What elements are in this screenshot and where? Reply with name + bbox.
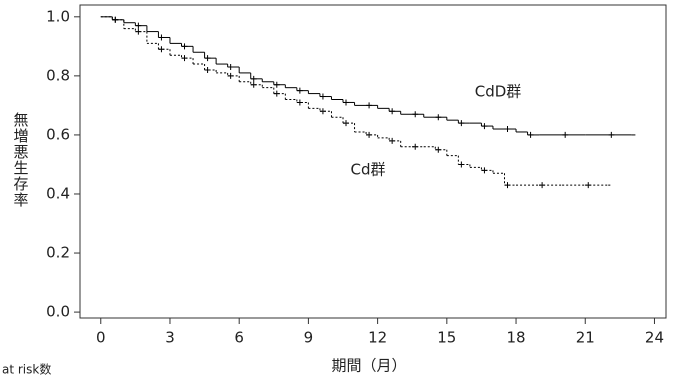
- x-tick-label: 9: [304, 329, 314, 347]
- censor-mark: [135, 22, 142, 29]
- y-tick-label: 0.2: [46, 244, 70, 262]
- x-tick-label: 21: [576, 329, 595, 347]
- censor-mark: [319, 93, 326, 100]
- y-tick-label: 0.4: [46, 184, 70, 202]
- censor-mark: [296, 87, 303, 94]
- censor-mark: [343, 99, 350, 106]
- y-tick-label: 0.8: [46, 66, 70, 84]
- censor-mark: [319, 108, 326, 115]
- censor-mark: [585, 182, 592, 189]
- censor-mark: [343, 120, 350, 127]
- y-tick-label: 0.6: [46, 125, 70, 143]
- censor-mark: [527, 131, 534, 138]
- censor-mark: [296, 99, 303, 106]
- censor-mark: [158, 34, 165, 41]
- censor-mark: [227, 72, 234, 79]
- censor-mark: [504, 182, 511, 189]
- x-tick-label: 6: [234, 329, 244, 347]
- censor-mark: [481, 123, 488, 130]
- censor-mark: [273, 90, 280, 97]
- censor-mark: [458, 120, 465, 127]
- annotation: CdD群: [475, 83, 522, 101]
- censor-mark: [389, 137, 396, 144]
- y-tick-label: 1.0: [46, 7, 70, 25]
- censor-mark: [181, 43, 188, 50]
- censor-mark: [481, 167, 488, 174]
- x-tick-label: 3: [165, 329, 175, 347]
- censor-mark: [112, 16, 119, 23]
- censor-mark: [435, 146, 442, 153]
- plot-frame: [79, 4, 667, 319]
- censor-mark: [458, 161, 465, 168]
- censor-mark: [539, 182, 546, 189]
- censor-mark: [608, 131, 615, 138]
- censor-mark: [435, 114, 442, 121]
- x-tick-label: 12: [368, 329, 387, 347]
- censor-mark: [389, 108, 396, 115]
- censor-mark: [250, 81, 257, 88]
- annotation: Cd群: [351, 161, 386, 179]
- censor-mark: [412, 143, 419, 150]
- x-tick-label: 24: [645, 329, 664, 347]
- y-tick-label: 0.0: [46, 303, 70, 321]
- x-tick-label: 18: [506, 329, 525, 347]
- censor-mark: [366, 131, 373, 138]
- censor-mark: [273, 81, 280, 88]
- censor-mark: [250, 75, 257, 82]
- censor-mark: [227, 64, 234, 71]
- censor-mark: [504, 126, 511, 133]
- censor-mark: [366, 102, 373, 109]
- censor-mark: [204, 66, 211, 73]
- y-axis-label: 無増悪生存率: [12, 112, 30, 208]
- x-tick-label: 15: [437, 329, 456, 347]
- footnote: at risk数: [2, 362, 51, 376]
- censor-mark: [562, 131, 569, 138]
- x-tick-label: 0: [96, 329, 106, 347]
- censor-mark: [158, 46, 165, 53]
- censor-mark: [135, 28, 142, 35]
- censor-mark: [181, 55, 188, 62]
- x-axis-label: 期間（月）: [331, 357, 406, 375]
- censor-mark: [204, 55, 211, 62]
- censor-mark: [412, 111, 419, 118]
